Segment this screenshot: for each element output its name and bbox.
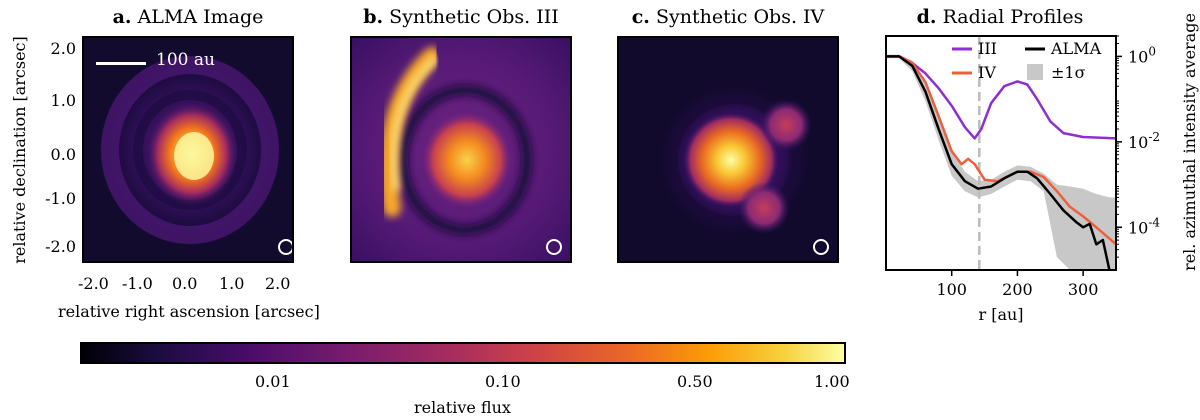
synthetic-obs-iv-panel [617,36,839,263]
alma-image-panel: 100 au [82,36,294,263]
synthetic-obs-iii-panel [350,36,572,263]
x-tick: -2.0 [78,274,109,293]
x-tick: -1.0 [122,274,153,293]
colorbar-tick: 0.01 [255,372,291,391]
panel-d-title: d. Radial Profiles [916,6,1084,28]
x-tick: 0.0 [172,274,198,293]
sigma-band [886,54,1116,270]
series-line-alma [886,55,1111,270]
y-tick: 2.0 [50,39,76,58]
synthetic-obs-iv-image [619,38,837,261]
legend-label: ALMA [1050,39,1102,58]
x-axis-label: relative right ascension [arcsec] [58,302,320,321]
legend-swatch [1027,64,1043,80]
radial-profile-chart: 100 200 300 r [au] 100 10-2 10-4 III IV ALMA ±1σ [885,35,1160,324]
colorbar [80,342,846,364]
right-axis-label: rel. azimuthal intensity average [1180,13,1199,271]
colorbar-label: relative flux [414,398,511,417]
scalebar-label: 100 au [156,50,215,70]
beam-circle-icon [813,239,829,255]
y-tick: -2.0 [45,237,76,256]
scalebar [96,62,146,65]
x-tick: 1.0 [219,274,245,293]
x-tick: 2.0 [265,274,291,293]
colorbar-tick: 0.10 [485,372,521,391]
colorbar-tick: 0.50 [677,372,713,391]
series-line-iii [886,55,1116,140]
y-tick-label: 10-4 [1128,215,1160,237]
plot-frame [885,35,1117,271]
x-axis-label: r [au] [978,305,1023,324]
legend-label: III [978,39,997,58]
series-line-iv [886,55,1116,246]
y-tick-label: 100 [1128,44,1156,66]
legend-label: IV [978,63,996,82]
y-tick-label: 10-2 [1128,130,1160,152]
x-tick-label: 200 [1002,280,1033,299]
beam-circle-icon [278,239,292,255]
colorbar-tick: 1.00 [814,372,850,391]
legend-label: ±1σ [1051,63,1086,82]
y-tick: -1.0 [45,189,76,208]
alma-image [84,38,292,261]
panel-b-title: b. Synthetic Obs. III [363,6,559,28]
beam-circle-icon [546,239,562,255]
y-axis-label: relative declination [arcsec] [10,36,29,264]
panel-a-title: a. ALMA Image [112,6,264,28]
y-tick: 0.0 [50,145,76,164]
x-tick-label: 100 [936,280,967,299]
y-tick: 1.0 [50,91,76,110]
synthetic-obs-iii-image [352,38,570,261]
x-tick-label: 300 [1068,280,1099,299]
panel-c-title: c. Synthetic Obs. IV [631,6,825,28]
